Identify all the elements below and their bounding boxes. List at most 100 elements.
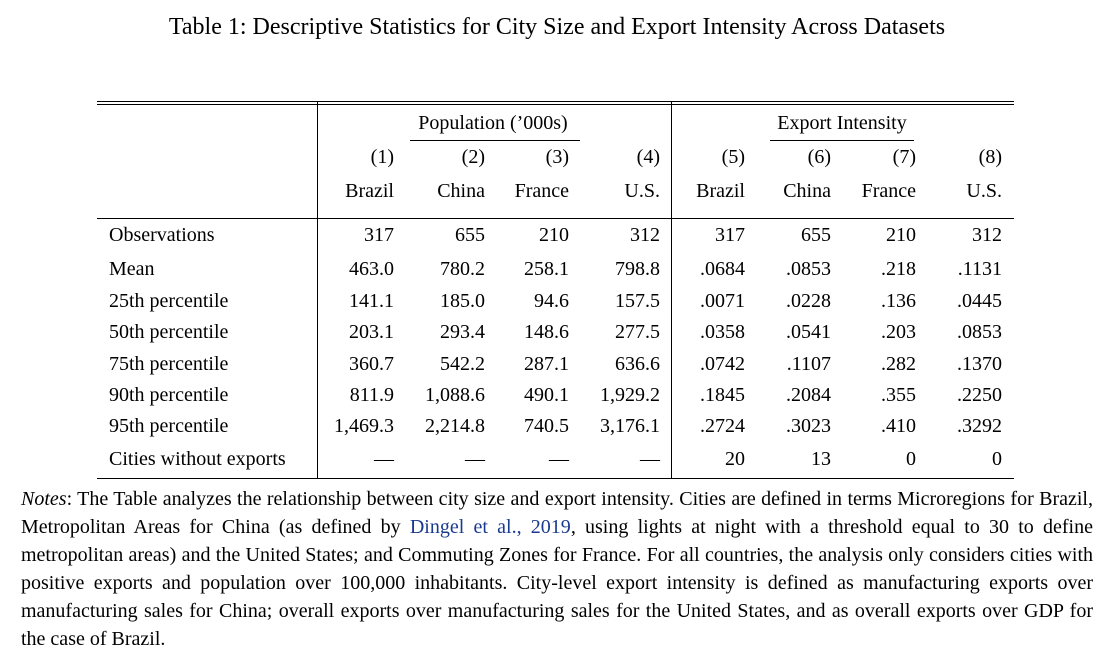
- column-country: France: [861, 180, 916, 202]
- table-cell: .0541: [786, 321, 831, 343]
- bottom-rule: [97, 478, 1014, 479]
- table-cell: .0228: [786, 290, 831, 312]
- table-cell: 157.5: [615, 290, 660, 312]
- table-cell: .2250: [957, 384, 1002, 406]
- notes-text-part1: : The Table analyzes the relationship be…: [21, 488, 1093, 538]
- table-cell: 141.1: [349, 290, 394, 312]
- column-country: U.S.: [624, 180, 660, 202]
- table-cell: 1,469.3: [334, 415, 394, 437]
- table-cell: 210: [886, 224, 916, 246]
- row-label: Observations: [109, 224, 215, 246]
- table-cell: 811.9: [349, 384, 394, 406]
- column-number: (4): [636, 146, 660, 168]
- column-number: (2): [461, 146, 485, 168]
- table-cell: .2724: [700, 415, 745, 437]
- row-label: 50th percentile: [109, 321, 229, 343]
- column-number: (8): [978, 146, 1002, 168]
- column-country: China: [437, 180, 485, 202]
- table-cell: 3,176.1: [600, 415, 660, 437]
- table-cell: 740.5: [524, 415, 569, 437]
- table-cell: .0358: [700, 321, 745, 343]
- table-cell: 360.7: [349, 353, 394, 375]
- column-country: Brazil: [696, 180, 745, 202]
- header-rule: [97, 218, 1014, 219]
- table-cell: .410: [881, 415, 916, 437]
- table-cell: 277.5: [615, 321, 660, 343]
- table-cell: .0853: [957, 321, 1002, 343]
- table-cell: .0071: [700, 290, 745, 312]
- table-cell: 317: [715, 224, 745, 246]
- table-cell: .1107: [786, 353, 831, 375]
- table-cell: 798.8: [615, 258, 660, 280]
- column-country: Brazil: [345, 180, 394, 202]
- citation-link[interactable]: Dingel et al., 2019: [409, 516, 571, 538]
- row-label: Mean: [109, 258, 155, 280]
- table-cell: —: [465, 448, 485, 470]
- table-cell: 317: [364, 224, 394, 246]
- row-label: 75th percentile: [109, 353, 229, 375]
- table-cell: —: [374, 448, 394, 470]
- table-cell: .203: [881, 321, 916, 343]
- table-cell: 203.1: [349, 321, 394, 343]
- column-number: (5): [721, 146, 745, 168]
- table-cell: 655: [455, 224, 485, 246]
- table-cell: —: [640, 448, 660, 470]
- top-rule-1: [97, 101, 1014, 102]
- column-country: U.S.: [966, 180, 1002, 202]
- table-cell: 1,929.2: [600, 384, 660, 406]
- table-cell: .2084: [786, 384, 831, 406]
- table-cell: 210: [539, 224, 569, 246]
- table-cell: .136: [881, 290, 916, 312]
- row-label: 95th percentile: [109, 415, 229, 437]
- table-cell: .282: [881, 353, 916, 375]
- row-label: 90th percentile: [109, 384, 229, 406]
- table-cell: 780.2: [440, 258, 485, 280]
- table-cell: .1370: [957, 353, 1002, 375]
- notes-text-part2: , using lights at night with a threshold…: [21, 516, 1093, 650]
- table-cell: .218: [881, 258, 916, 280]
- column-number: (6): [807, 146, 831, 168]
- top-rule-2: [97, 104, 1014, 105]
- table-cell: .0742: [700, 353, 745, 375]
- table-cell: —: [549, 448, 569, 470]
- table-cell: 1,088.6: [425, 384, 485, 406]
- table-cell: 312: [972, 224, 1002, 246]
- table-cell: 13: [811, 448, 831, 470]
- group-rule-export: [770, 140, 914, 141]
- table-cell: 312: [630, 224, 660, 246]
- notes-label: Notes: [21, 488, 67, 510]
- table-cell: 20: [725, 448, 745, 470]
- table-cell: 148.6: [524, 321, 569, 343]
- table-cell: 258.1: [524, 258, 569, 280]
- column-country: France: [514, 180, 569, 202]
- table-cell: 94.6: [534, 290, 569, 312]
- table-cell: 490.1: [524, 384, 569, 406]
- group-rule-population: [410, 140, 580, 141]
- table-cell: .355: [881, 384, 916, 406]
- row-label: 25th percentile: [109, 290, 229, 312]
- table-cell: 287.1: [524, 353, 569, 375]
- row-label: Cities without exports: [109, 448, 286, 470]
- group-header-population: Population (’000s): [418, 112, 568, 134]
- table-notes: Notes: The Table analyzes the relationsh…: [21, 485, 1093, 653]
- table-cell: 636.6: [615, 353, 660, 375]
- label-divider: [317, 102, 318, 478]
- column-number: (1): [370, 146, 394, 168]
- table-cell: 655: [801, 224, 831, 246]
- table-caption: Table 1: Descriptive Statistics for City…: [168, 14, 946, 40]
- table-cell: .3023: [786, 415, 831, 437]
- table-cell: 293.4: [440, 321, 485, 343]
- table-cell: .0853: [786, 258, 831, 280]
- table-cell: 185.0: [440, 290, 485, 312]
- column-number: (7): [892, 146, 916, 168]
- column-number: (3): [545, 146, 569, 168]
- table-cell: .3292: [957, 415, 1002, 437]
- table-cell: .0684: [700, 258, 745, 280]
- table-cell: 0: [906, 448, 916, 470]
- table-cell: 0: [992, 448, 1002, 470]
- column-country: China: [783, 180, 831, 202]
- table-cell: .1131: [957, 258, 1002, 280]
- table-cell: 463.0: [349, 258, 394, 280]
- table-cell: .0445: [957, 290, 1002, 312]
- group-divider: [671, 102, 672, 478]
